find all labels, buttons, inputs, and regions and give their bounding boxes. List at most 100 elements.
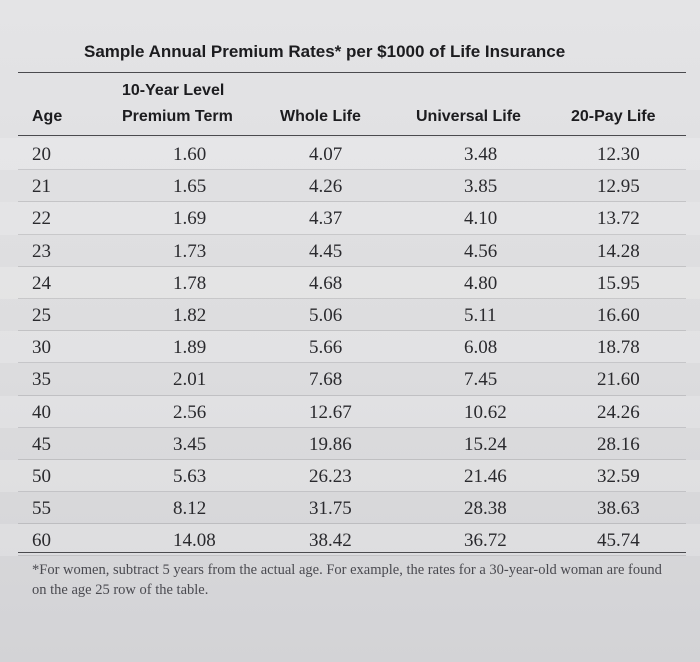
bottom-rule — [18, 552, 686, 553]
cell-term: 1.89 — [173, 337, 207, 359]
cell-age: 45 — [32, 433, 51, 455]
table-row: 20 1.60 4.07 3.48 12.30 — [0, 138, 700, 171]
cell-term: 3.45 — [173, 433, 207, 455]
cell-20-pay-life: 38.63 — [597, 498, 640, 520]
cell-20-pay-life: 14.28 — [597, 240, 640, 262]
row-separator — [18, 426, 686, 428]
cell-term: 8.12 — [173, 498, 207, 520]
cell-whole-life: 31.75 — [309, 498, 352, 520]
cell-20-pay-life: 32.59 — [597, 465, 640, 487]
row-separator — [18, 555, 686, 557]
cell-age: 35 — [32, 369, 51, 391]
row-separator — [18, 233, 686, 235]
row-separator — [18, 265, 686, 267]
cell-age: 22 — [32, 208, 51, 230]
cell-age: 40 — [32, 401, 51, 423]
cell-20-pay-life: 28.16 — [597, 433, 640, 455]
cell-whole-life: 5.66 — [309, 337, 343, 359]
header-term-line1: 10-Year Level — [122, 82, 225, 99]
cell-term: 1.78 — [173, 272, 207, 294]
cell-universal-life: 3.48 — [464, 144, 498, 165]
table-row: 24 1.78 4.68 4.80 15.95 — [0, 266, 700, 299]
cell-whole-life: 26.23 — [309, 465, 352, 487]
cell-universal-life: 36.72 — [464, 530, 507, 552]
header-whole-life: Whole Life — [280, 108, 361, 125]
row-separator — [18, 297, 686, 299]
cell-term: 1.65 — [173, 176, 207, 198]
cell-20-pay-life: 21.60 — [597, 369, 640, 391]
cell-whole-life: 4.45 — [309, 240, 343, 262]
cell-universal-life: 3.85 — [464, 176, 498, 198]
cell-age: 24 — [32, 272, 51, 294]
cell-whole-life: 19.86 — [309, 433, 352, 455]
cell-20-pay-life: 12.30 — [597, 144, 640, 165]
table-row: 23 1.73 4.45 4.56 14.28 — [0, 235, 700, 267]
table-row: 22 1.69 4.37 4.10 13.72 — [0, 202, 700, 235]
cell-whole-life: 4.26 — [309, 176, 343, 198]
cell-whole-life: 12.67 — [309, 401, 352, 423]
row-separator — [18, 201, 686, 203]
cell-whole-life: 4.37 — [309, 208, 343, 230]
cell-universal-life: 10.62 — [464, 401, 507, 423]
table-row: 25 1.82 5.06 5.11 16.60 — [0, 299, 700, 332]
header-term-line2: Premium Term — [122, 108, 233, 125]
cell-20-pay-life: 15.95 — [597, 272, 640, 294]
row-separator — [18, 394, 686, 396]
cell-age: 21 — [32, 176, 51, 198]
cell-universal-life: 4.80 — [464, 272, 498, 294]
top-rule — [18, 72, 686, 73]
cell-universal-life: 28.38 — [464, 498, 507, 520]
cell-age: 60 — [32, 530, 51, 552]
cell-term: 5.63 — [173, 465, 207, 487]
row-separator — [18, 523, 686, 525]
cell-20-pay-life: 45.74 — [597, 530, 640, 552]
cell-term: 1.82 — [173, 304, 207, 326]
header-rule — [18, 135, 686, 136]
header-20-pay-life: 20-Pay Life — [571, 108, 656, 125]
table-row: 50 5.63 26.23 21.46 32.59 — [0, 459, 700, 493]
cell-20-pay-life: 24.26 — [597, 401, 640, 423]
cell-age: 30 — [32, 337, 51, 359]
cell-20-pay-life: 13.72 — [597, 208, 640, 230]
cell-age: 20 — [32, 144, 51, 165]
cell-universal-life: 21.46 — [464, 465, 507, 487]
row-separator — [18, 330, 686, 332]
cell-universal-life: 6.08 — [464, 337, 498, 359]
cell-term: 1.60 — [173, 144, 207, 165]
row-separator — [18, 169, 686, 171]
cell-universal-life: 7.45 — [464, 369, 498, 391]
header-universal-life: Universal Life — [416, 108, 521, 125]
cell-universal-life: 4.10 — [464, 208, 498, 230]
cell-whole-life: 4.07 — [309, 144, 343, 165]
row-separator — [18, 458, 686, 460]
table-row: 35 2.01 7.68 7.45 21.60 — [0, 363, 700, 396]
cell-whole-life: 4.68 — [309, 272, 343, 294]
table-row: 55 8.12 31.75 28.38 38.63 — [0, 492, 700, 525]
cell-universal-life: 4.56 — [464, 240, 498, 262]
cell-term: 2.56 — [173, 401, 207, 423]
cell-term: 2.01 — [173, 369, 207, 391]
cell-age: 50 — [32, 465, 51, 487]
rate-table-body: 20 1.60 4.07 3.48 12.30 21 1.65 4.26 3.85 12.95 22… — [0, 138, 700, 557]
cell-whole-life: 7.68 — [309, 369, 343, 391]
cell-age: 23 — [32, 240, 51, 262]
cell-age: 55 — [32, 498, 51, 520]
row-separator — [18, 362, 686, 364]
row-separator — [18, 491, 686, 493]
cell-term: 14.08 — [173, 530, 216, 552]
table-row: 45 3.45 19.86 15.24 28.16 — [0, 428, 700, 460]
cell-age: 25 — [32, 304, 51, 326]
cell-20-pay-life: 16.60 — [597, 304, 640, 326]
cell-20-pay-life: 12.95 — [597, 176, 640, 198]
cell-whole-life: 38.42 — [309, 530, 352, 552]
cell-universal-life: 5.11 — [464, 304, 497, 326]
header-age: Age — [32, 108, 63, 125]
cell-whole-life: 5.06 — [309, 304, 343, 326]
table-row: 40 2.56 12.67 10.62 24.26 — [0, 395, 700, 428]
table-title: Sample Annual Premium Rates* per $1000 o… — [84, 42, 566, 61]
cell-term: 1.69 — [173, 208, 207, 230]
table-row: 60 14.08 38.42 36.72 45.74 — [0, 524, 700, 557]
cell-term: 1.73 — [173, 240, 207, 262]
table-row: 21 1.65 4.26 3.85 12.95 — [0, 170, 700, 203]
